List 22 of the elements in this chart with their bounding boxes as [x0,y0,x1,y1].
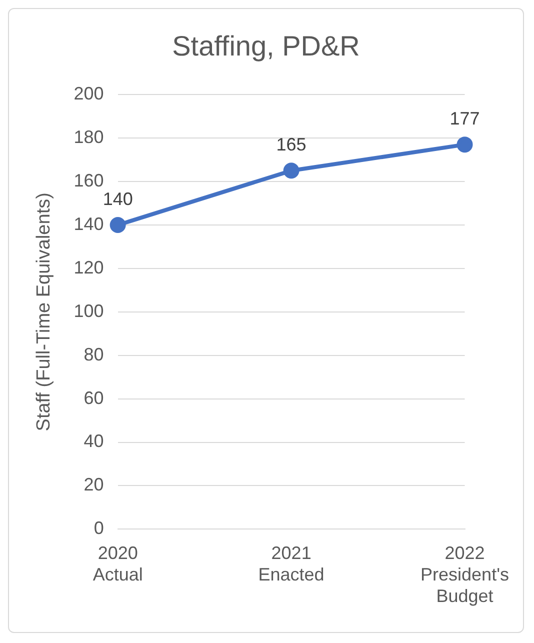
y-tick-label: 200 [74,84,104,104]
point [283,162,300,179]
y-tick-label: 180 [74,127,104,148]
y-tick-label: 120 [74,257,104,278]
data-label: 140 [102,188,133,209]
data-label: 177 [450,108,480,129]
chart-title: Staffing, PD&R [172,30,360,62]
y-tick-label: 60 [84,388,104,408]
y-axis-title: Staff (Full-Time Equivalents) [34,192,55,432]
y-tick-label: 140 [74,214,104,234]
y-tick-label: 80 [84,344,104,364]
x-tick-label: 2020 Actual [92,542,143,585]
point [456,136,473,153]
y-tick-label: 0 [94,518,104,538]
y-tick-label: 160 [74,170,104,190]
point [110,216,126,233]
data-label: 165 [276,134,306,155]
y-tick-label: 40 [84,431,104,452]
y-tick-label: 100 [74,300,104,321]
x-tick-label: 2021 Enacted [258,542,324,585]
y-tick-label: 20 [84,474,104,495]
x-tick-label: 2022 President's Budget [420,542,509,606]
